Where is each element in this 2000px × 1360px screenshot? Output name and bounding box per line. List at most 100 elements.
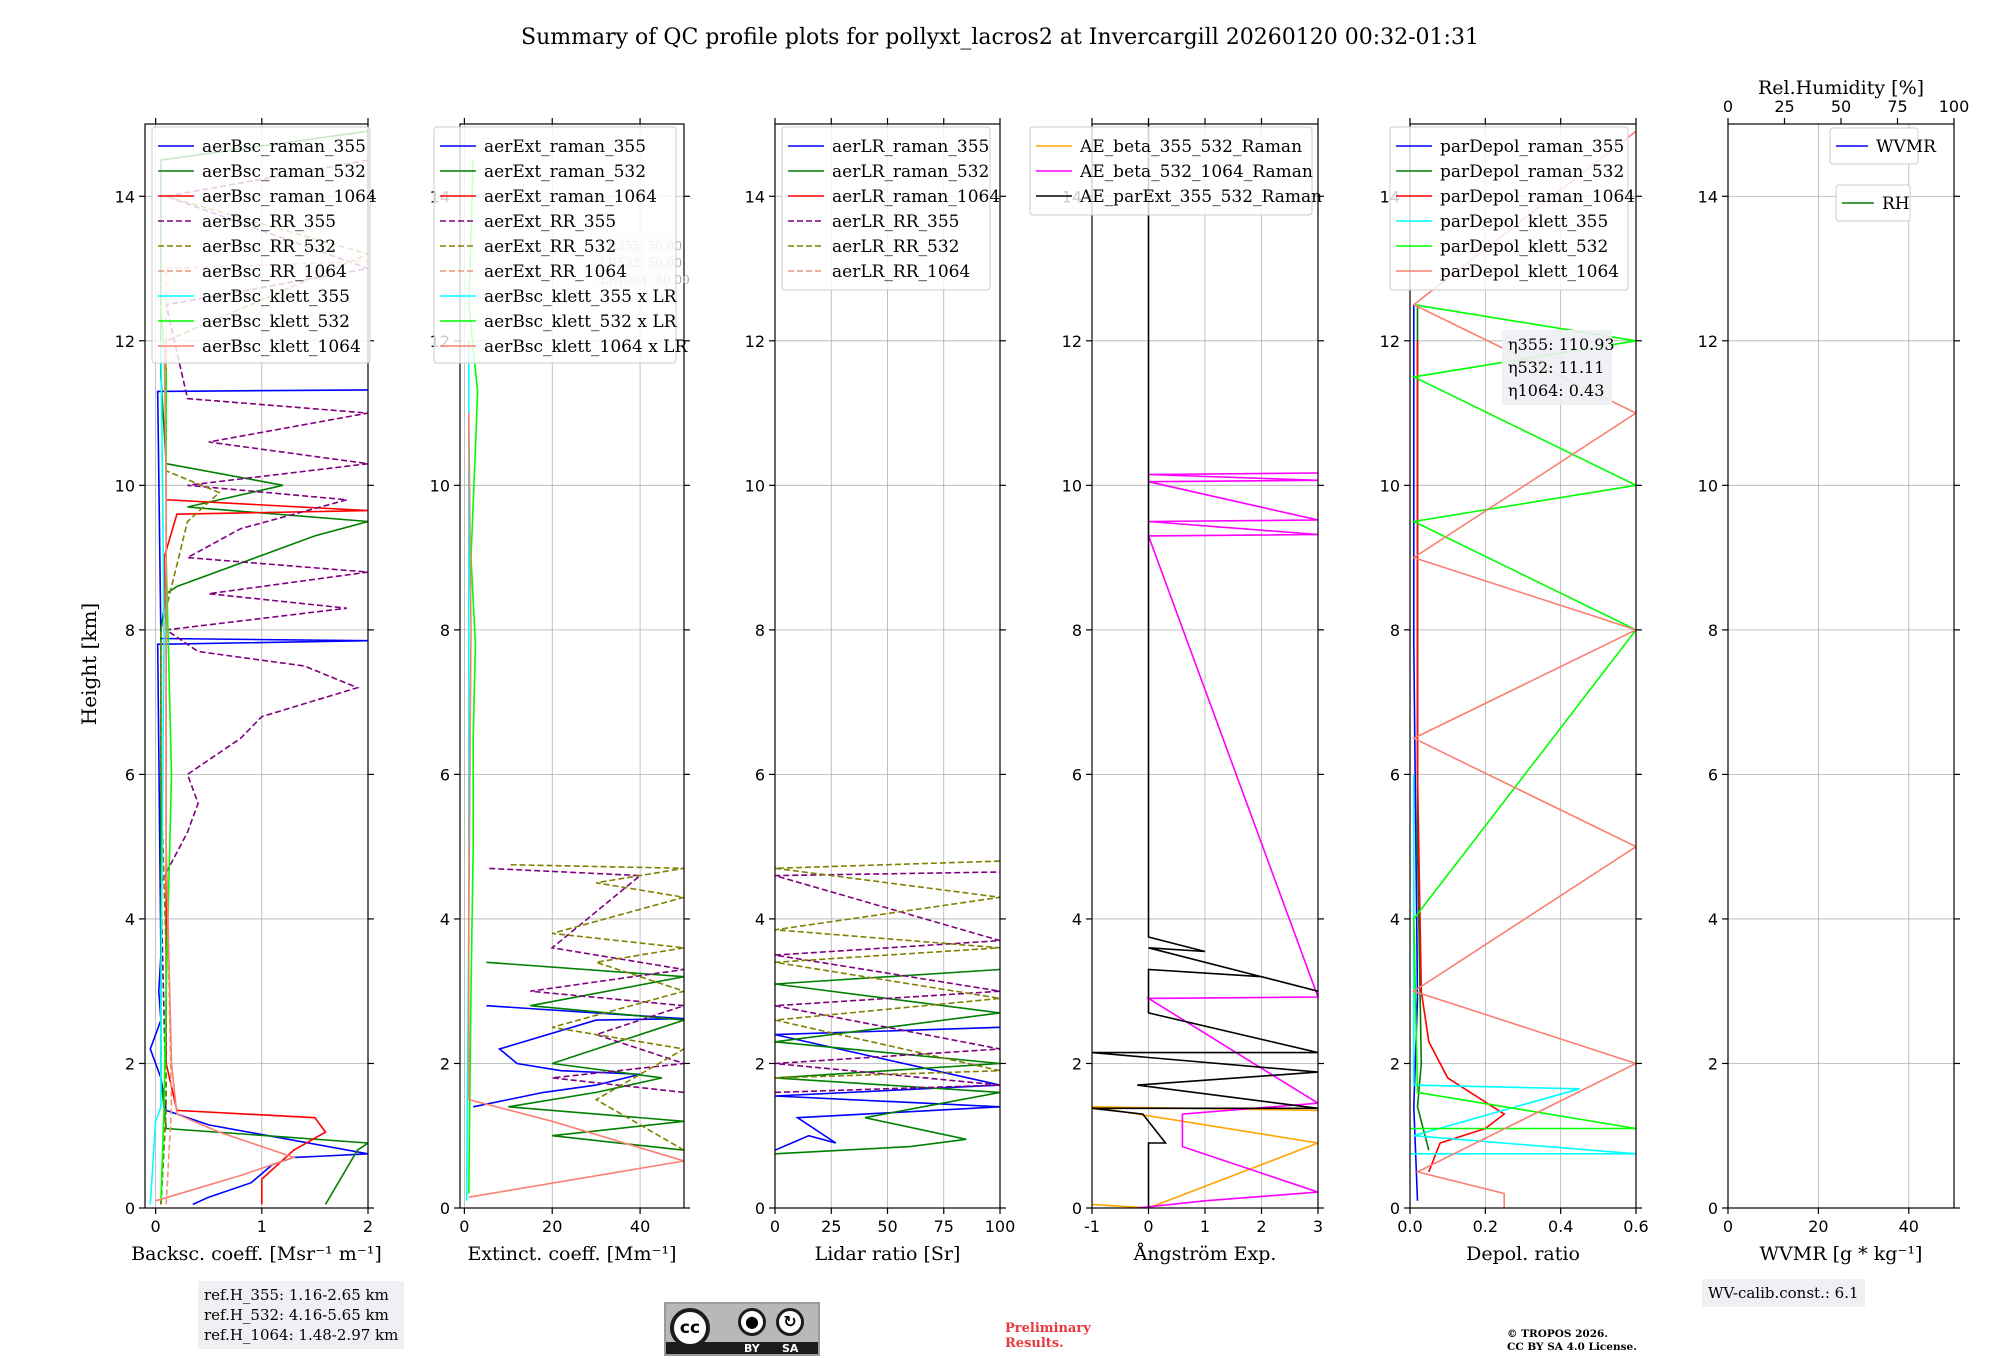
legend-frame (1029, 126, 1313, 216)
legend: WVMR RH (1829, 127, 1937, 222)
legend-frame (151, 126, 371, 364)
y-tick-label: 6 (1708, 765, 1718, 784)
x-axis-label: WVMR [g * kg⁻¹] (1760, 1243, 1923, 1265)
series-line-aerBsc_klett_1064 (155, 340, 297, 1202)
series-group (1410, 130, 1636, 1208)
legend-label: aerBsc_RR_355 (202, 212, 336, 232)
y-tick-label: 10 (745, 476, 765, 495)
plot-frame (144, 123, 369, 1209)
y-tick-label: 12 (1062, 332, 1082, 351)
y-tick-label: 8 (1708, 621, 1718, 640)
legend-label: WVMR (1876, 137, 1937, 157)
series-group (775, 860, 1000, 1155)
series-line-aerBsc_klett_355 (149, 340, 165, 1205)
y-tick-label: 0 (1390, 1199, 1400, 1218)
legend-label: aerBsc_RR_1064 (202, 262, 347, 282)
y-tick-label: 8 (1390, 621, 1400, 640)
legend-label: aerExt_RR_355 (484, 212, 616, 232)
sa-label: SA (782, 1342, 799, 1355)
legend-label: aerBsc_raman_1064 (202, 187, 377, 207)
legend-label: AE_beta_532_1064_Raman (1079, 162, 1313, 182)
series-group (1092, 124, 1318, 1208)
series-line-AE_beta_532_1064_Raman (1137, 472, 1318, 1208)
legend: aerExt_raman_355 aerExt_raman_532 aerExt_r… (433, 126, 688, 364)
series-line-aerExt_raman_355 (473, 1004, 684, 1108)
panel-ext: 0246810121402040Extinct. coeff. [Mm⁻¹]LR… (430, 118, 690, 1265)
series-line-parDepol_raman_532 (1416, 304, 1430, 1151)
panel-lr: 0 2 4 6 8 10 12 14 0 25 50 75 100 Lidar ratio [Sr] aer… (745, 118, 1016, 1265)
y-tick-label: 6 (440, 765, 450, 784)
series-line-aerBsc_klett_1064-x-LR (468, 413, 684, 1198)
annotation-bg (1502, 330, 1612, 405)
y-tick-label: 12 (115, 332, 135, 351)
annotation-line: η532: 11.11 (1508, 358, 1604, 377)
legend-frame (1389, 126, 1629, 291)
x-tick-label: 20 (542, 1217, 562, 1236)
plot-frame (1409, 123, 1637, 1209)
ref-line-532: ref.H_532: 4.16-5.65 km (204, 1306, 389, 1324)
legend-label: aerLR_raman_532 (832, 162, 989, 182)
x-tick-label: 0 (770, 1217, 780, 1236)
x-tick-label: 0 (151, 1217, 161, 1236)
by-label: BY (744, 1342, 760, 1355)
legend-label: aerBsc_klett_1064 x LR (484, 337, 688, 357)
x-tick-label: 100 (985, 1217, 1016, 1236)
reference-height-box: ref.H_355: 1.16-2.65 km ref.H_532: 4.16-… (198, 1281, 405, 1349)
series-line-parDepol_klett_1064 (1411, 130, 1636, 1208)
sa-share-alike-icon: ↻ (776, 1308, 804, 1336)
x-tick-label: 0 (1143, 1217, 1153, 1236)
series-line-parDepol_klett_532 (1410, 303, 1636, 1130)
series-group (149, 130, 368, 1206)
legend-label: aerLR_RR_532 (832, 237, 959, 257)
preliminary-line-2: Results. (1005, 1336, 1064, 1351)
plot-frame (459, 123, 685, 1209)
preliminary-line-1: Preliminary (1005, 1321, 1091, 1336)
series-line-aerExt_raman_532 (486, 961, 684, 1151)
series-line-parDepol_raman_355 (1412, 304, 1419, 1201)
series-line-aerLR_raman_355 (775, 1026, 1000, 1151)
y-tick-label: 4 (1072, 910, 1082, 929)
legend: parDepol_raman_355 parDepol_raman_532 parD… (1389, 126, 1635, 291)
top-x-tick-label: 75 (1887, 97, 1907, 116)
legend-label: aerBsc_raman_355 (202, 137, 366, 157)
y-tick-label: 4 (1390, 910, 1400, 929)
series-line-aerLR_raman_532 (775, 968, 1000, 1155)
x-tick-label: 1 (1200, 1217, 1210, 1236)
chart-title: Summary of QC profile plots for pollyxt_… (521, 25, 1479, 50)
legend-frame (433, 126, 677, 364)
y-tick-label: 0 (440, 1199, 450, 1218)
ref-line-1064: ref.H_1064: 1.48-2.97 km (204, 1326, 399, 1344)
legend-label: aerBsc_klett_1064 (202, 337, 361, 357)
legend-label: aerBsc_RR_532 (202, 237, 336, 257)
x-tick-label: 50 (877, 1217, 897, 1236)
ref-line-355: ref.H_355: 1.16-2.65 km (204, 1286, 389, 1304)
x-tick-label: 25 (821, 1217, 841, 1236)
legend-label: AE_beta_355_532_Raman (1079, 137, 1302, 157)
legend-label: aerBsc_klett_355 x LR (484, 287, 678, 307)
legend-label: aerLR_RR_355 (832, 212, 959, 232)
x-tick-label: -1 (1084, 1217, 1100, 1236)
top-x-tick-label: 50 (1831, 97, 1851, 116)
wv-calib-box: WV-calib.const.: 6.1 (1702, 1279, 1865, 1307)
y-tick-label: 2 (1708, 1054, 1718, 1073)
x-axis-label: Backsc. coeff. [Msr⁻¹ m⁻¹] (131, 1243, 382, 1265)
legend-label: aerBsc_klett_532 x LR (484, 312, 678, 332)
y-tick-label: 6 (125, 765, 135, 784)
legend-label: aerBsc_raman_532 (202, 162, 366, 182)
x-tick-label: 20 (1808, 1217, 1828, 1236)
x-axis-label: Lidar ratio [Sr] (815, 1243, 961, 1265)
y-tick-label: 8 (755, 621, 765, 640)
legend: AE_beta_355_532_Raman AE_beta_532_1064_Ra… (1029, 126, 1322, 216)
x-tick-label: 1 (257, 1217, 267, 1236)
x-tick-label: 0 (459, 1217, 469, 1236)
legend-label: parDepol_klett_1064 (1440, 262, 1619, 282)
series-line-parDepol_klett_355 (1410, 774, 1636, 1155)
legend-label: parDepol_klett_355 (1440, 212, 1608, 232)
legend-label: parDepol_raman_355 (1440, 137, 1624, 157)
y-tick-label: 10 (1062, 476, 1082, 495)
x-tick-label: 2 (1256, 1217, 1266, 1236)
legend-label: aerExt_raman_532 (484, 162, 646, 182)
